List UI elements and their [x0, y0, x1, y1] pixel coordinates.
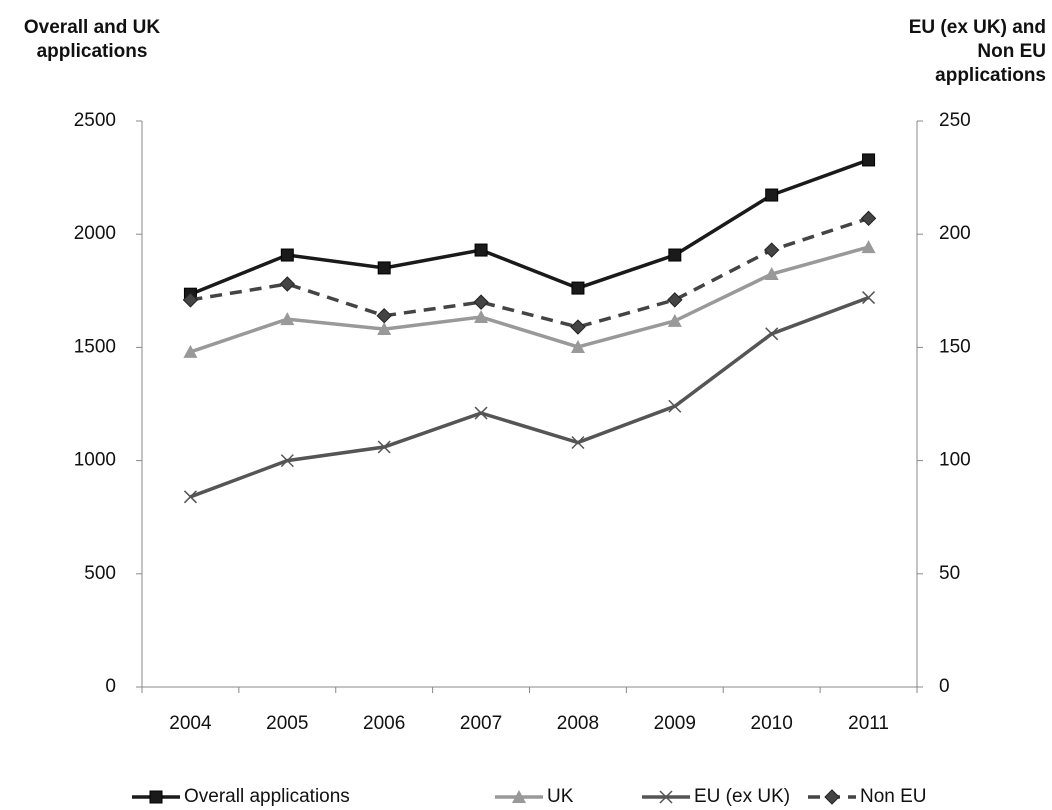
series-line — [189, 158, 870, 296]
x-tick-label: 2010 — [751, 713, 793, 734]
marker — [377, 440, 391, 454]
marker — [571, 281, 585, 295]
marker — [377, 261, 391, 275]
y2-tick-label: 200 — [939, 223, 971, 244]
y2-tick-label: 150 — [939, 336, 971, 357]
legend-item: UK — [495, 786, 574, 807]
x-tick-label: 2007 — [460, 713, 502, 734]
series-line — [190, 216, 870, 329]
y2-tick-label: 0 — [939, 676, 950, 697]
marker — [862, 291, 876, 305]
marker — [861, 240, 876, 254]
marker — [280, 312, 295, 326]
marker — [376, 307, 392, 324]
y-tick-label: 1500 — [74, 336, 116, 357]
x-tick-label: 2006 — [363, 713, 405, 734]
marker — [183, 490, 197, 504]
marker — [570, 339, 585, 353]
marker — [183, 344, 198, 358]
marker — [182, 292, 199, 308]
marker — [765, 188, 779, 202]
series-line — [189, 245, 870, 354]
legend-item: Non EU — [808, 786, 927, 807]
y-tick-label: 0 — [105, 676, 116, 697]
marker — [149, 790, 163, 804]
marker — [763, 242, 780, 258]
legend-label: Overall applications — [184, 786, 350, 807]
x-tick-label: 2004 — [169, 713, 212, 734]
legend-item: EU (ex UK) — [642, 786, 790, 807]
x-tick-label: 2005 — [266, 713, 308, 734]
marker — [474, 310, 489, 324]
marker — [570, 319, 586, 335]
marker — [473, 294, 489, 310]
marker — [474, 406, 488, 420]
marker — [765, 327, 779, 341]
y-tick-label: 1000 — [74, 450, 116, 471]
marker — [280, 454, 294, 468]
x-tick-label: 2008 — [557, 713, 599, 734]
y-tick-label: 500 — [84, 563, 116, 584]
y2-tick-label: 100 — [939, 450, 971, 471]
marker — [667, 313, 682, 327]
marker — [668, 248, 682, 262]
y-tick-label: 2000 — [74, 223, 116, 244]
legend-item: Overall applications — [132, 786, 350, 807]
x-tick-label: 2011 — [848, 713, 889, 734]
y2-tick-label: 50 — [939, 563, 960, 584]
series-line — [189, 295, 870, 499]
legend-label: Non EU — [860, 786, 927, 807]
marker — [474, 243, 488, 257]
x-tick-label: 2009 — [654, 713, 696, 734]
marker — [279, 276, 296, 292]
marker — [571, 435, 585, 450]
y-tick-label: 2500 — [74, 110, 116, 131]
marker — [377, 322, 392, 336]
marker — [764, 267, 779, 281]
y-axis-title: Overall and UK applications — [23, 17, 161, 62]
legend-label: EU (ex UK) — [694, 786, 790, 807]
marker — [512, 790, 526, 803]
marker — [860, 210, 877, 227]
y2-axis-title: EU (ex UK) and Non EU applications — [908, 17, 1046, 86]
legend-label: UK — [547, 786, 574, 807]
marker — [862, 153, 876, 167]
y2-tick-label: 250 — [939, 110, 971, 131]
marker — [667, 292, 683, 308]
marker — [824, 789, 840, 805]
marker — [668, 399, 682, 413]
marker — [659, 790, 673, 804]
marker — [280, 248, 294, 262]
